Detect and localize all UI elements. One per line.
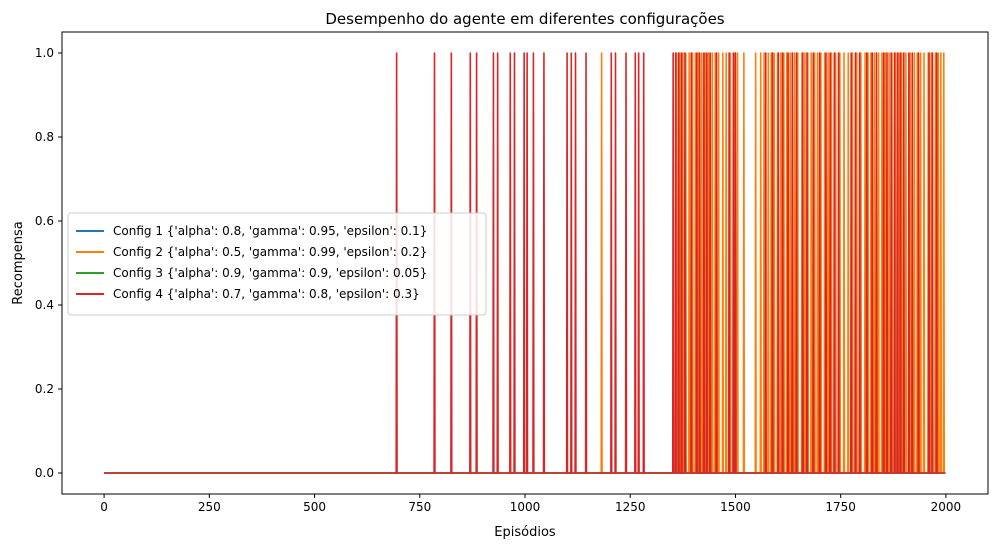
x-axis-label: Episódios bbox=[494, 525, 556, 540]
y-tick-label: 0.2 bbox=[35, 382, 54, 396]
legend-label-4: Config 4 {'alpha': 0.7, 'gamma': 0.8, 'e… bbox=[113, 287, 420, 301]
x-tick-label: 750 bbox=[408, 500, 431, 514]
y-axis-label: Recompensa bbox=[11, 221, 26, 304]
legend: Config 1 {'alpha': 0.8, 'gamma': 0.95, '… bbox=[67, 212, 487, 316]
legend-box bbox=[67, 212, 487, 316]
legend-items: Config 1 {'alpha': 0.8, 'gamma': 0.95, '… bbox=[76, 224, 427, 301]
y-tick-label: 0.0 bbox=[35, 466, 54, 480]
y-axis-ticks: 0.0 0.2 0.4 0.6 0.8 1.0 bbox=[35, 46, 62, 480]
legend-label-1: Config 1 {'alpha': 0.8, 'gamma': 0.95, '… bbox=[113, 224, 427, 238]
series-lines bbox=[104, 52, 946, 474]
x-tick-label: 0 bbox=[100, 500, 108, 514]
x-tick-label: 1750 bbox=[825, 500, 856, 514]
series-line-2 bbox=[104, 52, 946, 474]
x-tick-label: 500 bbox=[303, 500, 326, 514]
y-tick-label: 0.8 bbox=[35, 130, 54, 144]
x-tick-label: 1250 bbox=[615, 500, 646, 514]
x-tick-label: 1500 bbox=[720, 500, 751, 514]
y-tick-label: 1.0 bbox=[35, 46, 54, 60]
x-axis-ticks: 0 250 500 750 1000 1250 1500 1750 2000 bbox=[100, 494, 961, 514]
series-line-4 bbox=[104, 52, 946, 474]
legend-label-3: Config 3 {'alpha': 0.9, 'gamma': 0.9, 'e… bbox=[113, 266, 427, 280]
legend-label-2: Config 2 {'alpha': 0.5, 'gamma': 0.99, '… bbox=[113, 245, 427, 259]
y-tick-label: 0.4 bbox=[35, 298, 54, 312]
x-tick-label: 250 bbox=[198, 500, 221, 514]
x-tick-label: 1000 bbox=[510, 500, 541, 514]
chart-title: Desempenho do agente em diferentes confi… bbox=[325, 10, 724, 28]
y-tick-label: 0.6 bbox=[35, 214, 54, 228]
x-tick-label: 2000 bbox=[931, 500, 962, 514]
